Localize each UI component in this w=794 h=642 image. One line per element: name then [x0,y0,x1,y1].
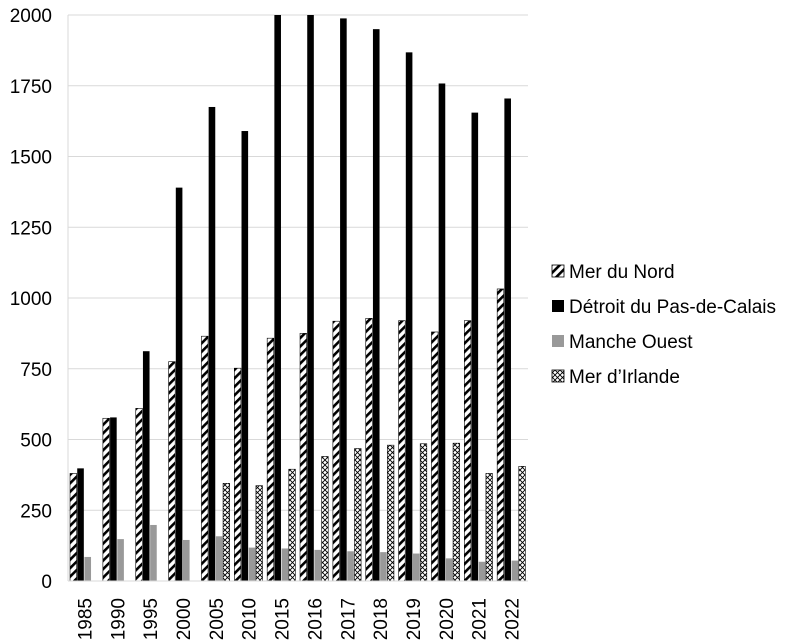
bar [518,466,526,582]
bar [168,361,176,582]
y-tick-label: 1000 [10,289,52,310]
x-tick-label: 2015 [273,598,294,640]
legend-swatch [552,300,564,312]
bar [332,320,340,582]
y-tick-label: 750 [20,360,52,381]
bar [354,448,362,582]
y-tick-label: 250 [20,501,52,522]
x-tick-label: 2017 [338,598,359,640]
bar [431,331,439,582]
x-tick-label: 2021 [470,598,491,640]
bar [471,112,479,581]
bar [347,551,354,581]
bar [69,473,77,582]
bar [387,444,395,582]
bar [340,18,347,582]
bar [511,560,519,581]
bar [452,442,460,582]
x-tick-label: 2000 [174,598,195,640]
legend-label: Manche Ouest [569,332,693,353]
x-tick-label: 2016 [305,598,326,640]
x-tick-label: 2019 [404,598,425,640]
bar [142,351,150,581]
bar [135,408,143,582]
x-tick-label: 1985 [75,598,96,640]
bar [274,15,281,581]
bar [255,485,263,582]
bar [102,417,110,582]
bar [438,83,446,582]
bar [84,556,92,581]
y-tick-label: 500 [20,431,52,452]
y-tick-label: 0 [41,572,52,593]
bar [183,539,190,581]
bar [175,187,183,581]
bar [380,552,387,581]
x-tick-label: 1995 [141,598,162,640]
bar [241,131,249,581]
bar [307,15,314,581]
bar [117,539,124,581]
x-tick-label: 2020 [437,598,458,640]
bar [372,29,380,581]
bar [288,468,296,582]
legend-swatch [552,335,564,347]
bar [266,337,275,582]
bar [445,558,453,581]
x-tick-label: 2005 [207,598,228,640]
x-tick-label: 2022 [503,598,524,640]
legend-swatch [551,264,565,278]
bar [478,561,486,581]
bar [321,456,329,582]
bar [419,443,428,582]
bar [77,468,84,581]
bar [496,288,505,582]
bar [504,98,511,582]
x-tick-label: 1990 [108,598,129,640]
x-tick-label: 2010 [240,598,261,640]
legend-swatch [551,369,565,383]
bar [405,52,413,581]
bar [234,367,242,582]
bar [215,536,223,581]
legend-label: Détroit du Pas-de-Calais [569,297,776,318]
y-tick-label: 2000 [10,6,52,27]
bar [413,553,420,581]
y-tick-label: 1250 [10,218,52,239]
bar [110,417,117,581]
legend-label: Mer du Nord [569,262,675,283]
bar [150,524,157,581]
bar [208,106,216,581]
bar [299,333,307,582]
y-tick-label: 1750 [10,77,52,98]
bar [485,473,493,582]
bar [222,483,230,582]
bar [365,318,373,582]
y-tick-label: 1500 [10,148,52,169]
bar [281,548,289,581]
bar [314,549,322,581]
legend-label: Mer d’Irlande [569,367,680,388]
x-tick-label: 2018 [371,598,392,640]
bar [464,320,472,582]
bar [398,320,406,582]
bar [201,335,209,582]
bar [248,547,256,581]
